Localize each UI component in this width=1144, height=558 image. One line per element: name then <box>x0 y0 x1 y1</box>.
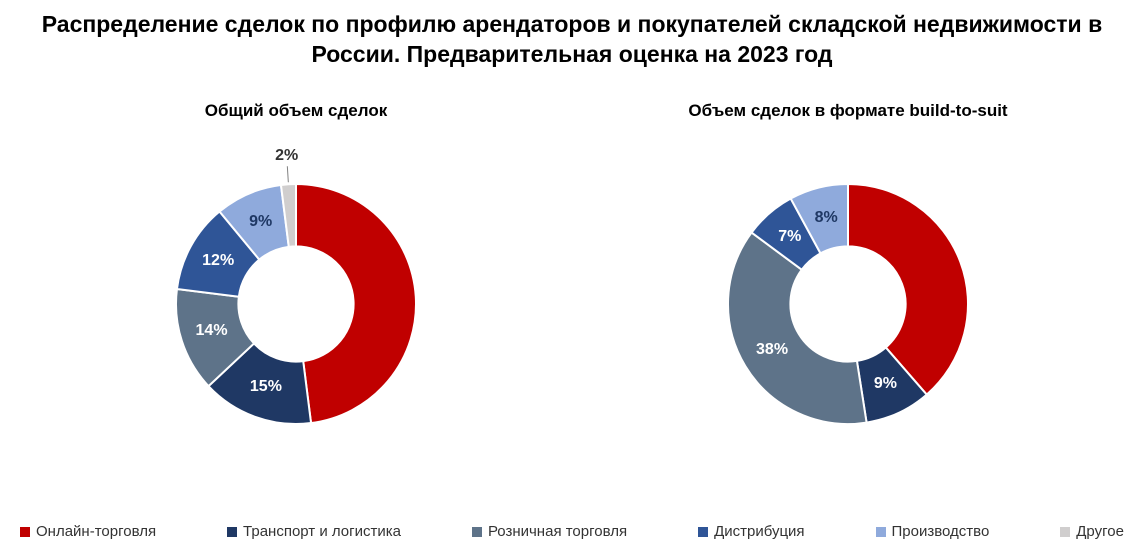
legend-swatch-icon <box>20 527 30 537</box>
legend: Онлайн-торговля Транспорт и логистика Розн… <box>20 523 1124 540</box>
legend-swatch-icon <box>1060 527 1070 537</box>
legend-item-online_retail: Онлайн-торговля <box>20 523 156 540</box>
legend-swatch-icon <box>876 527 886 537</box>
legend-swatch-icon <box>227 527 237 537</box>
slice-label-online_retail: 39% <box>915 264 947 282</box>
leader-line <box>287 166 288 182</box>
donut-chart-bts: 39% 9% 38% 7% 8% <box>698 154 998 454</box>
legend-item-retail: Розничная торговля <box>472 523 627 540</box>
page-root: Распределение сделок по профилю арендато… <box>0 0 1144 558</box>
legend-label: Другое <box>1076 523 1124 540</box>
legend-label: Производство <box>892 523 990 540</box>
legend-swatch-icon <box>698 527 708 537</box>
chart-block-bts: Объем сделок в формате build-to-suit 39%… <box>608 100 1088 454</box>
slice-label-manufacturing: 9% <box>249 213 272 231</box>
donut-chart-total: 48%15%14%12%9%2% <box>146 154 446 454</box>
legend-item-transport_logistics: Транспорт и логистика <box>227 523 401 540</box>
slice-label-retail: 38% <box>756 341 788 359</box>
legend-label: Транспорт и логистика <box>243 523 401 540</box>
legend-item-other: Другое <box>1060 523 1124 540</box>
slice-label-transport_logistics: 15% <box>250 378 282 396</box>
charts-row: Общий объем сделок 48% 15% 14% 12% 9% 2% Объе… <box>20 100 1124 454</box>
legend-swatch-icon <box>472 527 482 537</box>
slice-label-online_retail: 48% <box>369 289 401 307</box>
page-title: Распределение сделок по профилю арендато… <box>20 10 1124 70</box>
legend-item-manufacturing: Производство <box>876 523 990 540</box>
legend-label: Дистрибуция <box>714 523 804 540</box>
chart-block-total: Общий объем сделок 48% 15% 14% 12% 9% 2% <box>56 100 536 454</box>
slice-label-distribution: 7% <box>778 228 801 246</box>
slice-label-transport_logistics: 9% <box>874 375 897 393</box>
slice-label-distribution: 12% <box>202 252 234 270</box>
slice-label-retail: 14% <box>196 322 228 340</box>
chart-title-total: Общий объем сделок <box>205 100 387 148</box>
legend-label: Розничная торговля <box>488 523 627 540</box>
slice-label-manufacturing: 8% <box>815 209 838 227</box>
legend-item-distribution: Дистрибуция <box>698 523 804 540</box>
chart-title-bts: Объем сделок в формате build-to-suit <box>688 100 1007 148</box>
slice-label-other: 2% <box>275 147 298 165</box>
legend-label: Онлайн-торговля <box>36 523 156 540</box>
